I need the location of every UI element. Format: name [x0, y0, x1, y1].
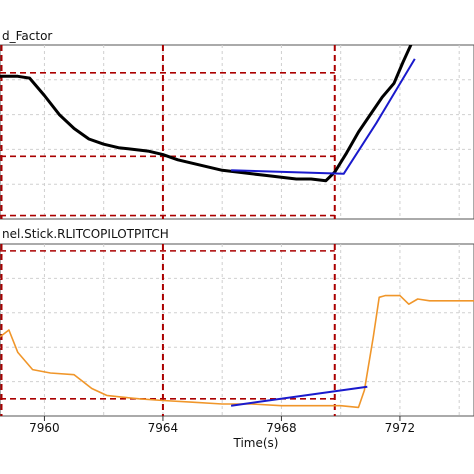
series-line-0 [0, 45, 413, 183]
top-plot-area [0, 44, 474, 220]
x-axis-ticks: 7960 7964 7968 7972 [29, 416, 415, 435]
panel-bottom: nel.Stick.RLITCOPILOTPITCH [0, 227, 474, 417]
x-tick-label: 7968 [266, 421, 297, 435]
series-line-1 [231, 58, 416, 175]
bottom-series-lines [0, 294, 474, 409]
bottom-panel-title: nel.Stick.RLITCOPILOTPITCH [2, 227, 169, 241]
x-tick-label: 7960 [29, 421, 60, 435]
x-axis-label: Time(s) [233, 436, 279, 450]
series-line-1 [230, 385, 368, 407]
panel-top: d_Factor [0, 29, 474, 220]
top-series-lines [0, 45, 416, 183]
bottom-plot-area [0, 243, 474, 417]
x-tick-label: 7972 [385, 421, 416, 435]
top-grid [0, 45, 474, 219]
series-line-0 [0, 294, 474, 409]
top-reference-lines [0, 45, 336, 219]
x-tick-label: 7964 [148, 421, 179, 435]
top-panel-title: d_Factor [2, 29, 52, 43]
bottom-reference-lines [0, 244, 336, 416]
